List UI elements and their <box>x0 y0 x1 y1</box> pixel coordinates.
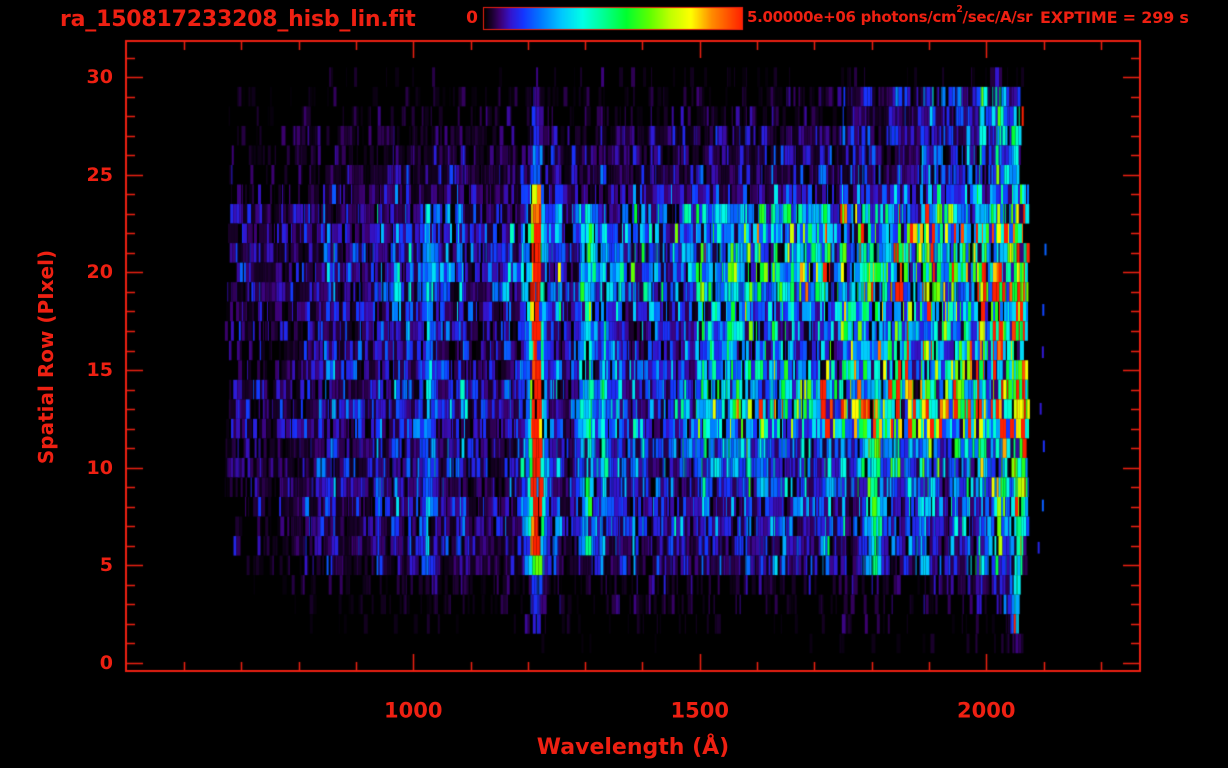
colorbar-unit-superscript: 2 <box>956 3 963 15</box>
colorbar-unit-suffix: /sec/A/sr <box>962 8 1033 26</box>
colorbar-min-label: 0 <box>466 8 478 28</box>
colorbar-unit-prefix: photons/cm <box>855 8 957 26</box>
x-tick-label: 1000 <box>384 698 443 723</box>
y-tick-label: 20 <box>86 261 113 284</box>
x-axis-title: Wavelength (Å) <box>536 735 730 760</box>
colorbar-max-value: 5.00000e+06 <box>747 8 856 26</box>
y-tick-label: 15 <box>86 359 113 382</box>
y-tick-label: 5 <box>99 554 113 577</box>
file-title: ra_150817233208_hisb_lin.fit <box>60 7 416 32</box>
y-tick-label: 10 <box>86 456 113 479</box>
x-tick-label: 2000 <box>957 698 1016 723</box>
colorbar-max-label: 5.00000e+06 photons/cm2/sec/A/sr <box>747 5 1033 26</box>
x-tick-label: 1500 <box>670 698 729 723</box>
y-tick-label: 30 <box>86 66 113 89</box>
exptime-label: EXPTIME = 299 s <box>1040 8 1189 27</box>
y-tick-label: 25 <box>86 163 113 186</box>
y-tick-label: 0 <box>99 652 113 674</box>
